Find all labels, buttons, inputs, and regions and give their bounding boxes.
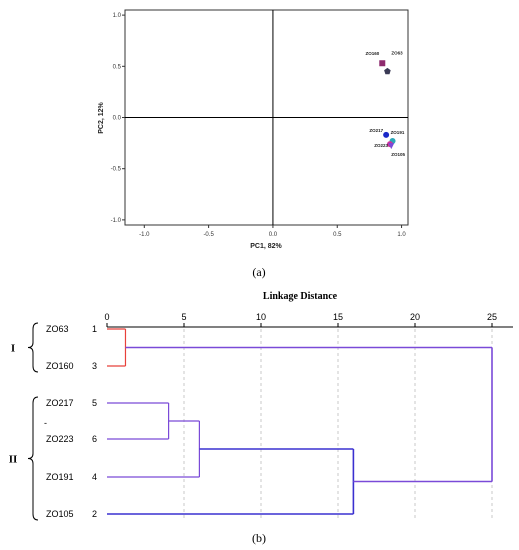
leaf-label: ZO105 — [46, 509, 74, 519]
distance-tick-label: 5 — [181, 312, 186, 322]
x-tick-label: 1.0 — [397, 232, 406, 238]
leaf-index: 4 — [92, 472, 97, 482]
pca-scatter-panel: -1.0 -0.5 0.0 0.5 1.0 -1.0 -0.5 0.0 0.5 1.0 ZO16… — [98, 9, 409, 279]
dendrogram-leaves: ZO63 1 ZO160 3 ZO217 5 ZO223 6 ZO191 4 ZO105 2 — [46, 324, 97, 519]
point-label: ZO223 — [374, 143, 388, 148]
point-label: ZO160 — [366, 51, 380, 56]
y-tick-label: 0.0 — [113, 116, 122, 122]
point-label: ZO105 — [391, 152, 405, 157]
x-tick-label: -0.5 — [203, 232, 214, 238]
group-brace — [27, 396, 39, 521]
point-zo217 — [383, 131, 390, 138]
panel-label-a: (a) — [252, 265, 265, 279]
leaf-index: 3 — [92, 361, 97, 371]
dendrogram-title: Linkage Distance — [263, 291, 338, 302]
leaf-label: ZO191 — [46, 472, 74, 482]
leaf-index: 1 — [92, 324, 97, 334]
y-axis-ticks: -1.0 -0.5 0.0 0.5 1.0 — [111, 13, 125, 224]
y-tick-label: -0.5 — [111, 167, 122, 173]
point-label: ZO191 — [391, 130, 405, 135]
x-tick-label: 0.0 — [269, 232, 278, 238]
cluster-groups: III — [9, 322, 39, 521]
panel-label-b: (b) — [252, 531, 266, 545]
leaf-index: 6 — [92, 434, 97, 444]
distance-axis-ticks: 0 5 10 15 20 25 — [104, 312, 497, 327]
leaf-label: ZO63 — [46, 324, 69, 334]
x-axis-ticks: -1.0 -0.5 0.0 0.5 1.0 — [139, 225, 406, 238]
y-axis-label: PC2, 12% — [98, 101, 105, 133]
point-label: ZO217 — [369, 128, 383, 133]
point-label: ZO63 — [391, 50, 403, 55]
point-zo160 — [379, 60, 386, 67]
y-tick-label: 0.5 — [113, 64, 122, 70]
x-tick-label: -1.0 — [139, 232, 150, 238]
leaf-index: 5 — [92, 398, 97, 408]
distance-gridlines — [183, 329, 493, 520]
leaf-label: ZO223 — [46, 434, 74, 444]
leaf-label: ZO217 — [46, 398, 74, 408]
point-zo63 — [384, 67, 391, 75]
leaf-index: 2 — [92, 509, 97, 519]
dendrogram-branches — [107, 328, 493, 515]
distance-tick-label: 0 — [104, 312, 109, 322]
x-axis-label: PC1, 82% — [250, 243, 282, 250]
distance-tick-label: 20 — [410, 312, 420, 322]
distance-tick-label: 10 — [256, 312, 266, 322]
y-tick-label: 1.0 — [113, 13, 122, 19]
leaf-label: ZO160 — [46, 361, 74, 371]
point-zo105 — [388, 143, 395, 150]
x-tick-label: 0.5 — [333, 232, 342, 238]
stray-mark: - — [44, 418, 47, 428]
distance-tick-label: 25 — [487, 312, 497, 322]
group-label: I — [11, 343, 15, 355]
group-label: II — [9, 454, 18, 466]
y-tick-label: -1.0 — [111, 218, 122, 224]
group-brace — [27, 322, 39, 373]
distance-tick-label: 15 — [333, 312, 343, 322]
